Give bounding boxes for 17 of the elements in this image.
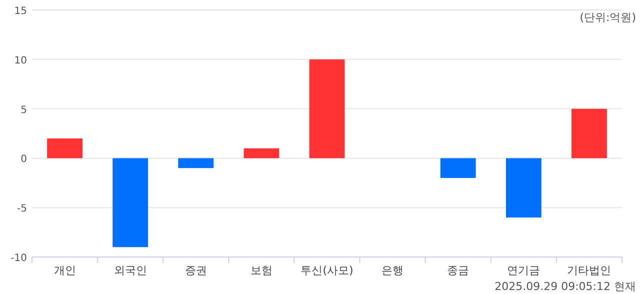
y-tick-label: -5 [17, 204, 27, 215]
x-tick-label: 종금 [447, 264, 470, 277]
x-tick-label: 은행 [382, 264, 404, 277]
y-tick-label: 0 [20, 154, 27, 166]
x-tick-label: 연기금 [507, 264, 540, 277]
y-tick-label: 5 [20, 104, 27, 116]
x-tick-label: 외국인 [114, 264, 147, 277]
annotation: (단위:억원) [580, 11, 636, 24]
x-tick-label: 증권 [184, 264, 207, 277]
x-tick-label: 기타법인 [567, 264, 612, 277]
x-tick-label: 투신(사모) [300, 264, 354, 277]
x-tick-label: 개인 [54, 264, 76, 277]
y-tick-label: 15 [14, 6, 27, 17]
x-tick-label: 보험 [250, 264, 272, 277]
y-tick-label: 10 [14, 55, 27, 66]
y-tick-label: -10 [10, 253, 27, 264]
text: 2025.09.29 09:05:12 현재 [494, 280, 636, 293]
